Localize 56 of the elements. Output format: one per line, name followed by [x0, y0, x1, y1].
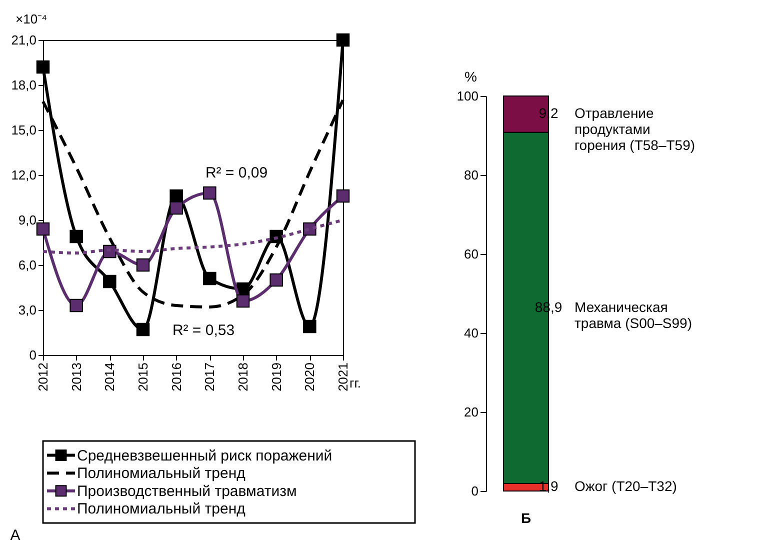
- x-tick-label: 2017: [202, 362, 218, 392]
- legend-label: Средневзвешенный риск поражений: [77, 447, 332, 464]
- y-tick-label: 0: [471, 484, 478, 498]
- text: Б: [520, 510, 532, 526]
- y-tick-label: 18,0: [11, 78, 36, 92]
- point: [103, 244, 116, 258]
- data-label: 9,2: [538, 105, 558, 122]
- legend-label: Полиномиальный тренд: [77, 465, 246, 482]
- point: [336, 33, 350, 47]
- y-tick-label: 21,0: [11, 32, 36, 48]
- annotation: R² = 0,09: [205, 164, 268, 182]
- legend-label: Производственный травматизм: [77, 482, 297, 500]
- point: [336, 189, 350, 203]
- y-tick-label: 60: [464, 246, 478, 262]
- point: [136, 258, 150, 272]
- text: А: [10, 526, 20, 544]
- point: [70, 298, 83, 312]
- y-tick-label: 9,0: [18, 212, 36, 228]
- x-tick-label: 2015: [136, 362, 150, 392]
- y-axis-title: %: [464, 68, 477, 84]
- point: [203, 272, 216, 286]
- point: [203, 186, 216, 200]
- y-tick-label: 100: [456, 88, 478, 104]
- x-tick-label: 2013: [68, 362, 84, 392]
- y-tick-label: 20: [464, 404, 478, 420]
- point: [170, 201, 183, 215]
- y-tick-label: 12,0: [11, 168, 36, 182]
- point: [70, 230, 83, 244]
- x-tick-label: 2014: [102, 362, 118, 392]
- point: [270, 273, 283, 287]
- y-tick-label: 15,0: [11, 122, 36, 138]
- point: [103, 274, 116, 288]
- y-tick-label: 3,0: [18, 302, 36, 318]
- point: [170, 189, 183, 203]
- series-label: Ожог (T20–T32): [574, 478, 677, 494]
- x-tick-label: 2019: [268, 362, 284, 392]
- x-tick-label: 2018: [236, 362, 250, 392]
- x-tick-label: 2016: [168, 362, 184, 392]
- y-axis-title: ×10⁻⁴: [16, 12, 48, 26]
- point: [236, 294, 250, 308]
- y-tick-label: 6,0: [18, 258, 36, 272]
- x-tick-label: 2021: [336, 362, 350, 392]
- y-tick-label: 40: [464, 326, 478, 340]
- point: [136, 322, 150, 336]
- legend-label: Полиномиальный тренд: [77, 500, 246, 518]
- x-axis-title: гг.: [350, 376, 362, 390]
- point: [36, 60, 50, 74]
- point: [36, 222, 50, 236]
- annotation: R² = 0,53: [172, 322, 235, 339]
- series-label: Отравление продуктами горения (T58–T59): [574, 105, 696, 154]
- y-tick-label: 0: [29, 348, 36, 362]
- y-tick-label: 80: [464, 168, 478, 182]
- x-tick-label: 2020: [302, 362, 318, 392]
- series-label: Механическая травма (S00–S99): [574, 298, 692, 331]
- x-tick-label: 2012: [36, 362, 50, 392]
- point: [303, 320, 316, 334]
